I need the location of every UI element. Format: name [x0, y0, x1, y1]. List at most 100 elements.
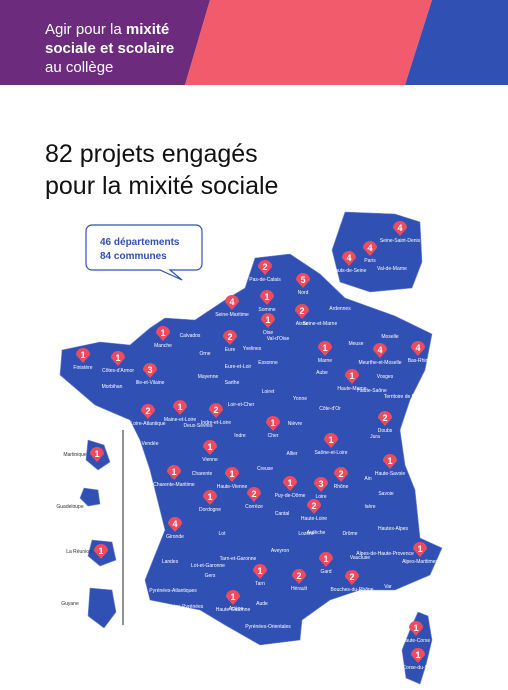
dept-label: Sarthe	[225, 380, 240, 386]
marker-count: 2	[145, 406, 150, 416]
marker: 2 Pas-de-Calais	[249, 260, 281, 283]
marker-pin	[209, 403, 223, 418]
dept-label: Charente	[192, 471, 213, 477]
marker-count: 2	[262, 262, 267, 272]
marker-pin	[261, 313, 275, 328]
marker-pin	[173, 400, 187, 415]
marker-count: 1	[287, 478, 292, 488]
marker-pin	[141, 404, 155, 419]
callout-text: 46 départements	[100, 237, 180, 248]
marker: 5 Nord	[296, 273, 310, 296]
marker-pin	[314, 477, 328, 492]
dept-label: Territoire de Belfort	[384, 394, 427, 400]
header-title: sociale et scolaire	[45, 40, 174, 57]
callout	[85, 224, 203, 281]
marker-pin	[296, 273, 310, 288]
marker-pin	[378, 411, 392, 426]
marker-pin	[203, 440, 217, 455]
france-map	[59, 253, 443, 646]
dept-label: Eure-et-Loir	[225, 364, 252, 370]
marker-label: Gironde	[166, 534, 184, 540]
marker: 1 Saône-et-Loire	[314, 433, 348, 456]
marker-count: 1	[80, 350, 85, 360]
guadeloupe	[79, 487, 101, 507]
marker: 1 Côtes-d'Armor	[102, 351, 134, 374]
dept-label: Côte-d'Or	[319, 406, 341, 412]
marker-label: Indre-et-Loire	[201, 420, 231, 426]
marker-label: Aisne	[296, 321, 309, 327]
marker-label: Puy-de-Dôme	[275, 493, 306, 499]
marker-pin	[225, 467, 239, 482]
header-title: au collège	[45, 59, 113, 76]
dept-label: Guadeloupe	[56, 504, 83, 510]
marker-label: Alpes-Maritimes	[402, 559, 438, 565]
marker-label: Somme	[258, 307, 275, 313]
marker-label: Oise	[263, 330, 274, 336]
dept-label: Allier	[286, 451, 297, 457]
marker-pin	[383, 454, 397, 469]
dept-label: Var	[384, 584, 392, 590]
marker: 1 Marne	[318, 341, 332, 364]
marker: 1 Martinique	[63, 447, 104, 462]
marker: 1 Vienne	[202, 440, 218, 463]
dept-label: Gers	[205, 573, 216, 579]
marker-count: 2	[296, 571, 301, 581]
marker: 1 Tarn	[253, 564, 267, 587]
dept-label: Pyrénées-Orientales	[245, 624, 291, 630]
marker: 1 Finistère	[73, 348, 93, 371]
dept-label: Creuse	[257, 466, 273, 472]
marker-count: 3	[318, 479, 323, 489]
marker-label: Tarn	[255, 581, 265, 587]
marker: 2 Loire-Atlantique	[130, 404, 166, 427]
dept-label: Lot-et-Garonne	[191, 563, 225, 569]
marker-pin	[260, 290, 274, 305]
dept-label: Indre	[234, 433, 246, 439]
marker-count: 1	[115, 353, 120, 363]
marker-label: Loire	[315, 494, 326, 500]
marker-count: 2	[382, 413, 387, 423]
marker-count: 1	[207, 492, 212, 502]
dept-label: Vaucluse	[350, 555, 370, 561]
marker: 1 Alpes-Maritimes	[402, 542, 438, 565]
marker: 4 Hauts-de-Seine	[332, 251, 367, 274]
dept-label: Yonne	[293, 396, 307, 402]
dept-label: Calvados	[180, 333, 201, 339]
marker: 2 Rhône	[334, 467, 349, 490]
marker: 1 Maine-et-Loire	[164, 400, 196, 423]
marker-pin	[168, 517, 182, 532]
marker-pin	[223, 330, 237, 345]
marker-label: Corse-du-Sud	[402, 665, 433, 671]
dept-label: Yvelines	[243, 346, 262, 352]
marker-count: 1	[257, 566, 262, 576]
marker-pin	[363, 241, 377, 256]
dept-label: Landes	[162, 559, 179, 565]
dept-label: Aude	[256, 601, 268, 607]
dept-label: Hautes-Pyrénées	[165, 604, 204, 610]
dept-label: Savoie	[378, 491, 394, 497]
marker-label: Gard	[320, 569, 331, 575]
marker: 1 La Réunion	[66, 544, 108, 559]
marker-count: 1	[322, 343, 327, 353]
marker-pin	[345, 570, 359, 585]
dept-label: Ardèche	[307, 530, 326, 536]
marker-pin	[345, 369, 359, 384]
marker-label: Nord	[298, 290, 309, 296]
marker: 1 Manche	[154, 326, 172, 349]
marker-count: 1	[417, 544, 422, 554]
marker-label: Paris	[364, 258, 376, 264]
marker-label: Haute-Loire	[301, 516, 327, 522]
callout-text: 84 communes	[100, 251, 167, 262]
marker-label: Haute-Vienne	[217, 484, 248, 490]
marker-pin	[409, 621, 423, 636]
marker-pin	[411, 341, 425, 356]
marker-pin	[318, 341, 332, 356]
title: pour la mixité sociale	[45, 172, 278, 200]
marker: 1 Oise	[261, 313, 275, 336]
marker: 2 Eure	[223, 330, 237, 353]
marker-count: 1	[207, 442, 212, 452]
marker: 1 Puy-de-Dôme	[275, 476, 306, 499]
marker-count: 2	[227, 332, 232, 342]
marker-label: Rhône	[334, 484, 349, 490]
marker-pin	[143, 363, 157, 378]
